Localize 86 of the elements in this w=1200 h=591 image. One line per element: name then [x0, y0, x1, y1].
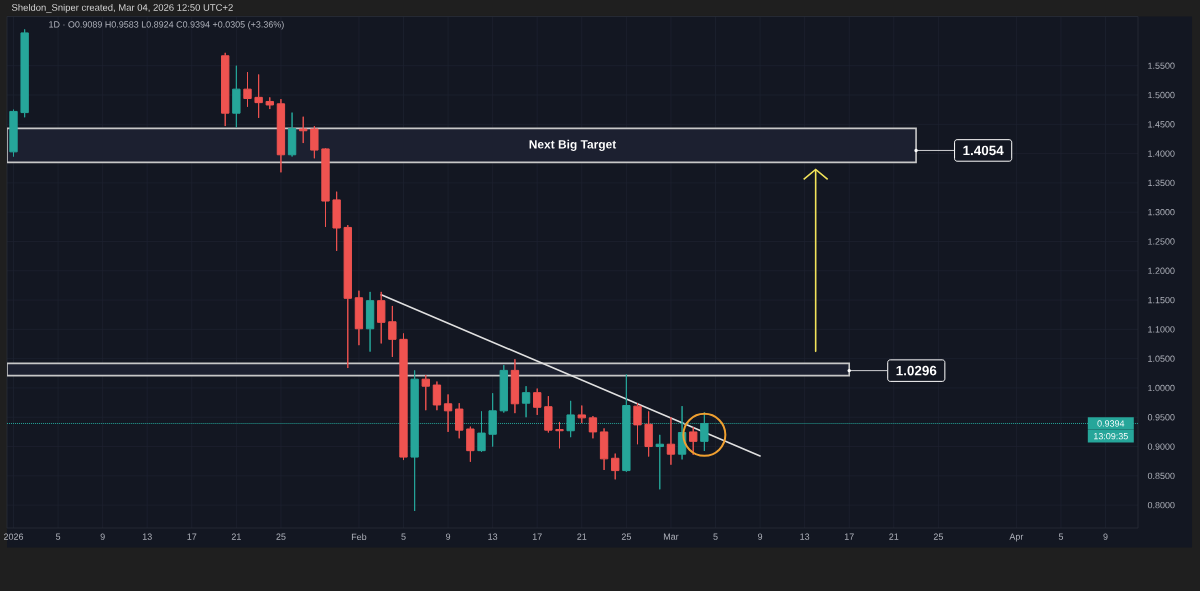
candlestick [243, 71, 252, 108]
x-tick-label: 25 [933, 533, 943, 540]
x-tick-label: 5 [713, 533, 718, 540]
candlestick [611, 453, 620, 480]
candlestick [555, 421, 564, 449]
x-tick-label: 9 [100, 533, 105, 540]
x-tick-label: 21 [577, 533, 587, 540]
candlestick [544, 395, 553, 433]
x-tick-label: 13 [488, 533, 498, 540]
candlestick [343, 224, 352, 369]
candlestick [432, 381, 442, 411]
candlestick [588, 415, 598, 439]
y-tick-label: 1.3500 [1148, 179, 1175, 187]
x-tick-label: 17 [532, 533, 542, 540]
candlestick [365, 291, 375, 353]
y-tick-label: 1.2500 [1148, 238, 1175, 245]
candlestick [388, 305, 397, 358]
y-tick-label: 1.2000 [1148, 267, 1175, 274]
y-tick-label: 0.9000 [1147, 443, 1175, 450]
candlestick [354, 290, 364, 346]
candlestick [221, 52, 230, 127]
candlestick [232, 65, 241, 128]
candlestick [254, 74, 263, 119]
y-tick-label: 1.4000 [1148, 150, 1175, 157]
candlestick [287, 112, 297, 158]
candlestick [9, 109, 18, 158]
candlestick [332, 191, 341, 252]
candlestick [599, 427, 609, 471]
candlestick [276, 98, 286, 173]
y-tick-label: 0.8500 [1147, 472, 1175, 480]
annotation: 1.4054 [963, 145, 1004, 156]
candlestick [399, 332, 408, 461]
x-tick-label: 5 [1058, 533, 1064, 540]
candlestick [533, 388, 542, 416]
candlestick [20, 28, 29, 118]
candlestick [321, 147, 330, 228]
band-label: Next Big Target [529, 139, 617, 151]
y-tick-label: 1.5000 [1148, 91, 1175, 99]
candlestick [421, 374, 430, 411]
candlestick [466, 426, 475, 463]
x-tick-label: 9 [446, 533, 451, 540]
chart-title: 1D · O0.9089 H0.9583 L0.8924 C0.9394 +0.0305 (+3.36%) [49, 21, 284, 30]
text: Sheldon_Sniper created, Mar 04, 2026 12:50 UTC+2 [11, 3, 233, 13]
x-tick-label: 21 [231, 533, 241, 540]
candlestick [644, 410, 653, 458]
x-tick-label: Mar [663, 533, 679, 540]
y-tick-label: 1.3000 [1148, 209, 1175, 216]
y-tick-label: 1.0500 [1148, 355, 1175, 362]
x-tick-label: 9 [758, 533, 763, 540]
x-tick-label: 5 [55, 533, 61, 540]
candlestick [310, 125, 319, 159]
candlestick [455, 402, 464, 439]
candlestick [299, 116, 308, 144]
ref-line-label: 0.9394 [1097, 420, 1125, 427]
candlestick [499, 364, 508, 414]
y-tick-label: 0.9500 [1147, 414, 1175, 421]
x-tick-label: Apr [1009, 533, 1024, 542]
candlestick [666, 416, 676, 466]
y-tick-label: 0.8000 [1147, 501, 1175, 509]
y-tick-label: 1.0000 [1148, 384, 1175, 392]
candlestick [510, 358, 520, 414]
x-tick-label: Feb [351, 533, 367, 541]
x-tick-label: 13 [142, 533, 152, 540]
candlestick [443, 393, 453, 433]
candlestick [689, 426, 698, 456]
annotation: 13:09:35 [1094, 432, 1128, 440]
x-tick-label: 9 [1103, 533, 1108, 540]
y-tick-label: 1.4500 [1148, 121, 1175, 128]
candlestick [377, 291, 386, 344]
x-tick-label: 2026 [3, 533, 24, 540]
x-tick-label: 13 [800, 533, 810, 540]
candlestick [655, 434, 664, 490]
y-tick-label: 1.5500 [1148, 62, 1175, 69]
candlestick [633, 402, 642, 445]
x-tick-label: 5 [401, 533, 406, 540]
y-tick-label: 1.1000 [1148, 326, 1175, 333]
x-tick-label: 21 [889, 533, 899, 540]
candlestick [265, 96, 274, 110]
x-tick-label: 25 [276, 533, 286, 540]
x-tick-label: 17 [844, 533, 854, 540]
annotation: 1.0296 [896, 365, 937, 376]
candlestick [577, 405, 586, 424]
x-tick-label: 17 [187, 533, 197, 540]
x-tick-label: 25 [621, 533, 631, 540]
y-tick-label: 1.1500 [1148, 296, 1175, 304]
candlestick [521, 385, 531, 418]
